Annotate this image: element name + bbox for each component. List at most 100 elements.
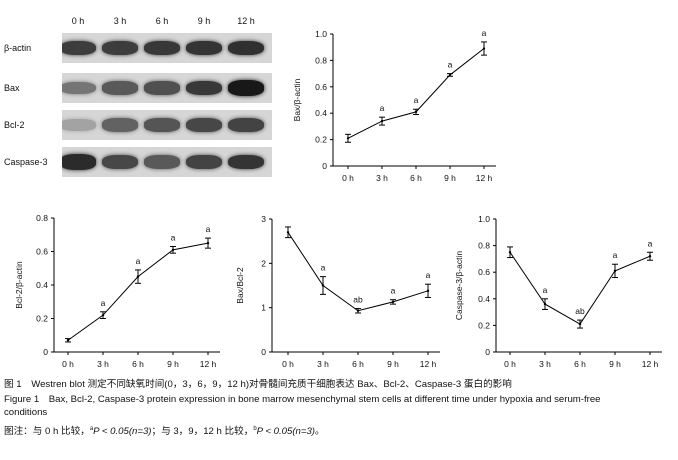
blot-band	[102, 81, 138, 95]
x-tick-label: 3 h	[376, 173, 388, 183]
significance-label: ab	[353, 295, 363, 305]
y-tick-label: 1	[261, 303, 266, 313]
caption-note: 图注：与 0 h 比较，aP < 0.05(n=3)；与 3，9，12 h 比较…	[4, 423, 325, 438]
caption-en-title-line1: Figure 1 Bax, Bcl-2, Caspase-3 protein e…	[4, 394, 601, 405]
y-tick-label: 1.0	[478, 214, 490, 224]
y-axis-label: Bax/β-actin	[292, 78, 302, 121]
data-point	[286, 231, 290, 234]
data-point	[613, 269, 617, 273]
data-point	[380, 119, 384, 123]
significance-label: a	[613, 250, 618, 260]
blot-band	[102, 40, 138, 56]
x-tick-label: 0 h	[504, 359, 516, 369]
y-tick-label: 0	[322, 161, 327, 171]
x-tick-label: 6 h	[410, 173, 422, 183]
data-point	[171, 248, 175, 252]
y-tick-label: 0.6	[315, 82, 327, 92]
y-tick-label: 0	[485, 347, 490, 357]
significance-label: a	[391, 286, 396, 296]
blot-band	[62, 119, 96, 131]
y-tick-label: 0.4	[478, 294, 490, 304]
significance-label: a	[414, 95, 419, 105]
data-point	[543, 302, 547, 306]
blot-band	[144, 155, 180, 169]
x-tick-label: 12 h	[200, 359, 217, 369]
blot-band	[144, 81, 180, 95]
y-axis-label: Caspase-3/β-actin	[454, 251, 464, 320]
x-tick-label: 6 h	[574, 359, 586, 369]
significance-label: a	[101, 298, 106, 308]
y-tick-label: 0.2	[478, 320, 490, 330]
significance-label: a	[426, 270, 431, 280]
significance-label: a	[648, 238, 653, 248]
x-tick-label: 12 h	[642, 359, 659, 369]
blot-band	[186, 117, 222, 133]
blot-protein-label: Bcl-2	[4, 120, 25, 130]
data-point	[508, 251, 512, 254]
y-tick-label: 0.2	[36, 314, 48, 324]
data-point	[448, 73, 452, 77]
blot-band	[144, 40, 180, 56]
blot-strip	[62, 147, 272, 177]
data-point	[101, 313, 105, 317]
blot-lane-label: 9 h	[197, 16, 211, 26]
x-tick-label: 6 h	[132, 359, 144, 369]
data-point	[356, 309, 360, 312]
data-point	[426, 289, 430, 293]
significance-label: a	[380, 103, 385, 113]
blot-band	[228, 40, 264, 56]
blot-strip	[62, 73, 272, 103]
significance-label: a	[206, 224, 211, 234]
blot-band	[186, 154, 222, 170]
blot-band	[228, 117, 264, 133]
blot-lane-label: 12 h	[237, 16, 255, 26]
data-point	[391, 300, 395, 304]
data-point	[482, 47, 486, 50]
data-point	[346, 137, 350, 140]
blot-protein-label: β-actin	[4, 43, 32, 53]
significance-label: a	[482, 28, 487, 38]
data-point	[321, 284, 325, 287]
data-point	[206, 241, 210, 245]
blot-strip	[62, 110, 272, 140]
blot-band	[186, 80, 222, 96]
blot-band	[62, 154, 96, 170]
blot-protein-label: Bax	[4, 83, 20, 93]
data-point	[136, 275, 140, 278]
y-tick-label: 0.4	[36, 280, 48, 290]
x-tick-label: 9 h	[387, 359, 399, 369]
x-tick-label: 12 h	[476, 173, 493, 183]
x-tick-label: 0 h	[282, 359, 294, 369]
y-tick-label: 0.6	[478, 267, 490, 277]
y-tick-label: 3	[261, 214, 266, 224]
blot-band	[102, 154, 138, 170]
y-axis-label: Bax/Bcl-2	[235, 267, 245, 304]
y-tick-label: 0.8	[36, 213, 48, 223]
blot-band	[62, 81, 96, 95]
note-a-superscript: a	[89, 426, 94, 432]
blot-strip	[62, 33, 272, 63]
note-mid: ；与 3，9，12 h 比较，	[151, 426, 254, 438]
significance-label: a	[448, 60, 453, 70]
y-tick-label: 0.8	[315, 55, 327, 65]
x-tick-label: 3 h	[97, 359, 109, 369]
blot-band	[62, 40, 96, 56]
y-tick-label: 0.6	[36, 247, 48, 257]
data-point	[648, 255, 652, 258]
blot-band	[228, 154, 264, 170]
y-axis-label: Bcl-2/β-actin	[14, 261, 24, 309]
significance-label: a	[543, 285, 548, 295]
x-tick-label: 9 h	[609, 359, 621, 369]
y-tick-label: 0.2	[315, 135, 327, 145]
x-tick-label: 0 h	[342, 173, 354, 183]
significance-label: a	[321, 263, 326, 273]
x-tick-label: 0 h	[62, 359, 74, 369]
significance-label: a	[136, 256, 141, 266]
blot-lane-label: 0 h	[71, 16, 85, 26]
blot-lane-label: 3 h	[113, 16, 127, 26]
y-tick-label: 2	[261, 258, 266, 268]
significance-label: a	[171, 232, 176, 242]
y-tick-label: 0.4	[315, 108, 327, 118]
note-b-stat: P < 0.05(n=3)	[256, 426, 315, 438]
blot-band	[228, 80, 264, 96]
